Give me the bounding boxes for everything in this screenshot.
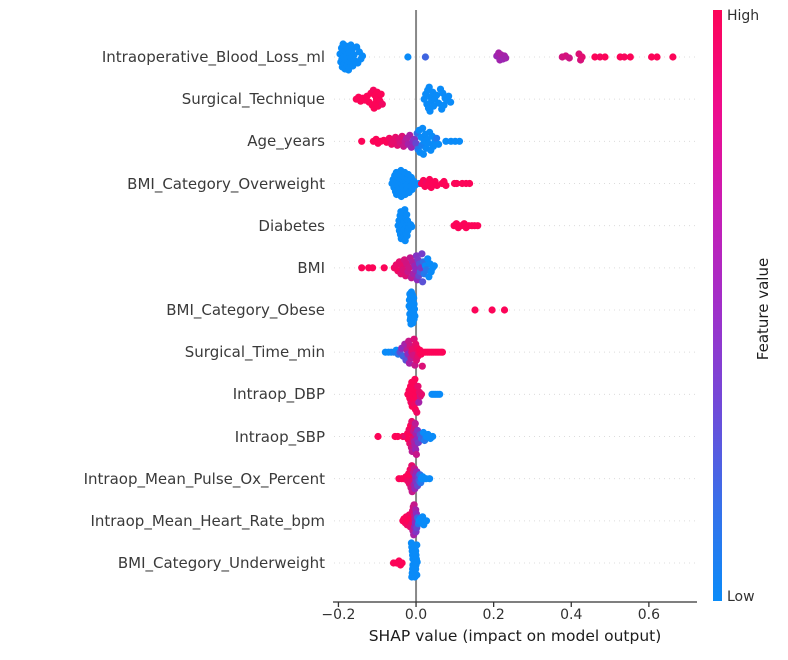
beeswarm-point — [406, 131, 414, 139]
beeswarm-point — [394, 432, 402, 441]
beeswarm-point — [669, 53, 677, 61]
feature-label: Intraop_SBP — [234, 427, 325, 446]
beeswarm-point — [418, 250, 426, 258]
beeswarm-point — [404, 53, 412, 61]
beeswarm-point — [411, 375, 419, 383]
beeswarm-point — [653, 53, 661, 61]
beeswarm-point — [358, 137, 366, 145]
beeswarm-point — [429, 432, 437, 441]
feature-label: Diabetes — [258, 216, 325, 235]
feature-label: BMI_Category_Obese — [166, 301, 325, 319]
beeswarm-point — [413, 408, 421, 416]
beeswarm-point — [378, 100, 386, 108]
beeswarm-point — [413, 541, 421, 549]
beeswarm-point — [403, 211, 411, 219]
beeswarm-point — [502, 54, 510, 62]
colorbar-gradient — [713, 10, 722, 601]
beeswarm-point — [374, 432, 382, 441]
x-tick-label: 0.6 — [637, 607, 661, 623]
colorbar-high-label: High — [727, 8, 760, 24]
feature-label: BMI_Category_Underweight — [117, 554, 325, 572]
feature-label: Intraop_Mean_Heart_Rate_bpm — [90, 511, 325, 530]
beeswarm-point — [418, 362, 426, 370]
beeswarm-point — [601, 53, 609, 61]
x-axis-title: SHAP value (impact on model output) — [368, 627, 662, 645]
beeswarm-point — [417, 390, 426, 398]
beeswarm-point — [358, 264, 366, 272]
beeswarm-point — [410, 305, 419, 313]
feature-label: Intraop_DBP — [232, 385, 325, 404]
beeswarm-point — [414, 382, 422, 390]
beeswarm-point — [425, 83, 433, 91]
beeswarm-point — [411, 419, 419, 428]
beeswarm-point — [578, 53, 586, 61]
beeswarm-point — [474, 222, 482, 230]
beeswarm-point — [413, 558, 421, 566]
beeswarm-point — [413, 571, 421, 579]
beeswarm-point — [436, 390, 444, 398]
beeswarm-point — [565, 54, 573, 62]
x-tick-label: 0.0 — [404, 607, 428, 623]
beeswarm-point — [412, 450, 420, 459]
beeswarm-point — [421, 53, 429, 61]
beeswarm-point — [455, 137, 464, 145]
beeswarm-point — [430, 262, 438, 270]
feature-label: Surgical_Technique — [181, 90, 325, 109]
beeswarm-point — [398, 559, 406, 567]
beeswarm-point — [453, 179, 461, 188]
beeswarm-point — [626, 53, 634, 61]
beeswarm-point — [447, 98, 455, 106]
beeswarm-point — [466, 179, 474, 188]
beeswarm-point — [438, 348, 446, 356]
beeswarm-point — [410, 294, 418, 302]
beeswarm-point — [419, 278, 427, 286]
beeswarm-point — [419, 150, 427, 158]
beeswarm-point — [596, 53, 604, 61]
beeswarm-point — [408, 223, 416, 231]
beeswarm-point — [426, 107, 434, 115]
beeswarm-point — [377, 90, 385, 98]
beeswarm-point — [488, 306, 496, 314]
feature-label: BMI_Category_Overweight — [127, 174, 325, 193]
feature-label: Age_years — [247, 132, 325, 151]
feature-label: Surgical_Time_min — [184, 343, 325, 362]
x-tick-label: 0.2 — [482, 607, 505, 623]
beeswarm-point — [435, 99, 443, 107]
beeswarm-point — [380, 264, 388, 272]
beeswarm-point — [442, 137, 450, 145]
x-tick-label: −0.2 — [321, 607, 356, 623]
feature-label: Intraoperative_Blood_Loss_ml — [101, 48, 325, 66]
beeswarm-point — [419, 124, 427, 132]
colorbar-low-label: Low — [727, 589, 755, 605]
beeswarm-point — [433, 134, 441, 142]
beeswarm-point — [369, 264, 377, 272]
feature-label: Intraop_Mean_Pulse_Ox_Percent — [83, 469, 325, 488]
beeswarm-point — [412, 139, 420, 147]
beeswarm-point — [405, 264, 413, 272]
beeswarm-point — [442, 181, 450, 190]
beeswarm-point — [435, 140, 443, 148]
beeswarm-point — [411, 312, 419, 320]
colorbar-title: Feature value — [754, 257, 772, 361]
beeswarm-point — [620, 53, 629, 61]
beeswarm-point — [358, 52, 367, 60]
x-tick-label: 0.4 — [560, 607, 583, 623]
beeswarm-point — [350, 51, 358, 59]
beeswarm-point — [471, 306, 479, 314]
feature-label: BMI — [297, 258, 325, 277]
beeswarm-point — [422, 517, 431, 525]
beeswarm-point — [591, 53, 599, 61]
beeswarm-point — [648, 53, 656, 61]
beeswarm-point — [445, 92, 453, 100]
beeswarm-point — [426, 475, 434, 483]
beeswarm-point — [415, 398, 423, 406]
beeswarm-point — [433, 91, 441, 99]
beeswarm-point — [500, 306, 509, 314]
